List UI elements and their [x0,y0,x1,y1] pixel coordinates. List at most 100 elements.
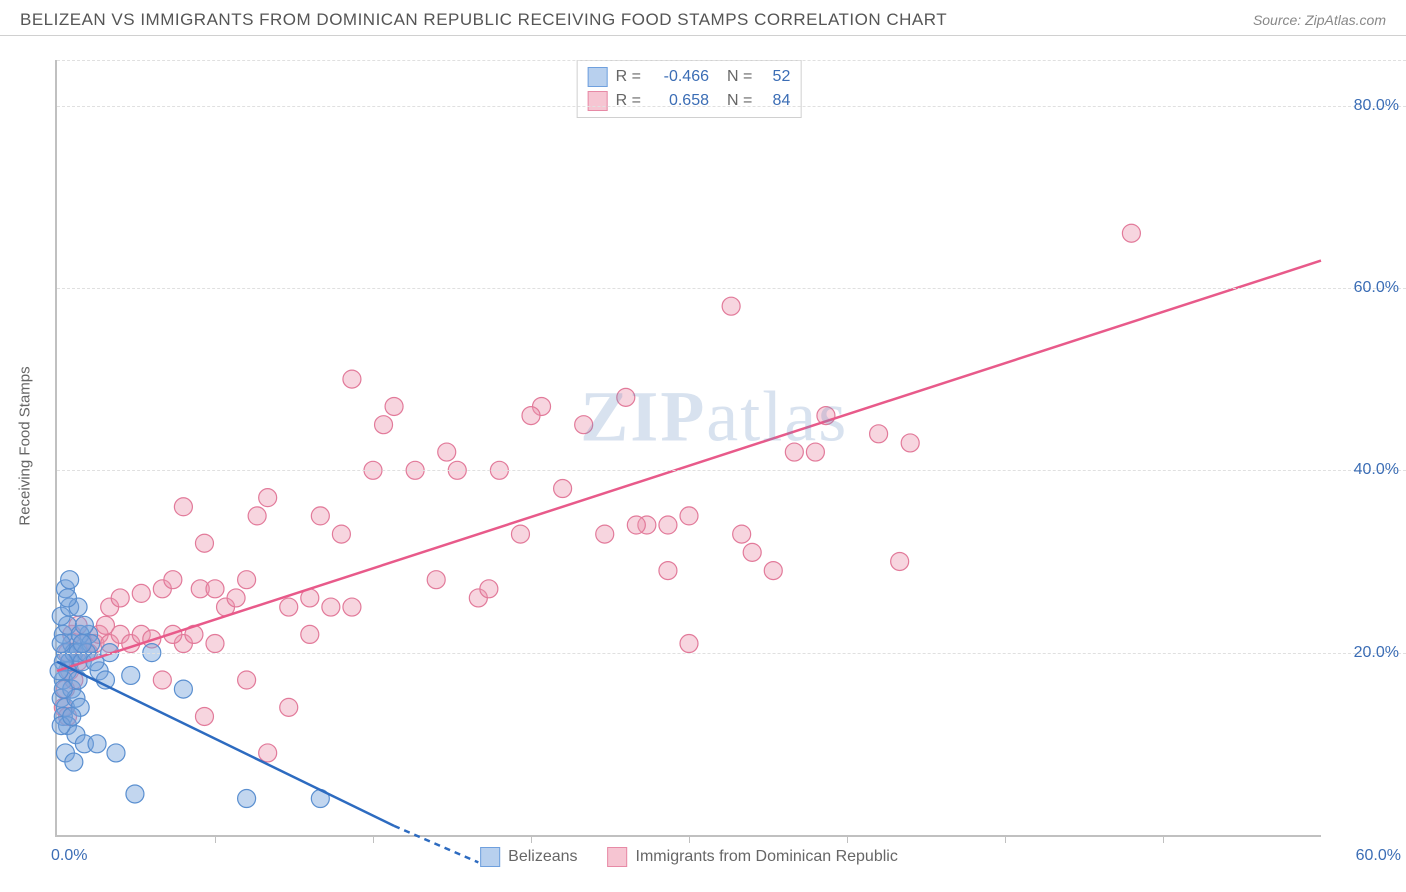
pink-point [764,562,782,580]
pink-point [891,552,909,570]
pink-point [806,443,824,461]
pink-point [596,525,614,543]
trend-line [57,662,394,826]
pink-point [375,416,393,434]
pink-point [332,525,350,543]
x-tick-label: 0.0% [51,847,87,865]
blue-point [126,785,144,803]
legend-item: Belizeans [480,847,577,867]
pink-point [511,525,529,543]
blue-point [65,753,83,771]
pink-point [248,507,266,525]
blue-point [52,635,70,653]
blue-point [174,680,192,698]
pink-point [195,707,213,725]
pink-point [238,671,256,689]
grid-line [57,106,1406,107]
x-tick [373,835,374,843]
x-tick [531,835,532,843]
trend-line [57,261,1321,671]
y-tick-label: 40.0% [1354,461,1399,479]
pink-point [743,543,761,561]
legend-n-value: 52 [760,68,790,86]
legend-n-label: N = [727,92,752,110]
chart-source: Source: ZipAtlas.com [1253,12,1386,28]
legend-row: R = -0.466 N = 52 [588,65,791,89]
pink-point [238,571,256,589]
pink-point [554,480,572,498]
pink-point [627,516,645,534]
legend-r-label: R = [616,92,641,110]
pink-point [280,598,298,616]
pink-point [1122,224,1140,242]
blue-point [54,680,72,698]
pink-point [206,580,224,598]
pink-point [427,571,445,589]
x-tick [847,835,848,843]
pink-point [111,589,129,607]
legend-label: Belizeans [508,848,577,866]
x-tick [215,835,216,843]
legend-r-value: -0.466 [649,68,709,86]
pink-point [164,571,182,589]
legend-swatch [588,67,608,87]
x-tick [689,835,690,843]
pink-point [132,584,150,602]
legend-n-label: N = [727,68,752,86]
pink-point [680,507,698,525]
pink-point [733,525,751,543]
pink-point [343,370,361,388]
pink-point [522,407,540,425]
y-tick-label: 20.0% [1354,644,1399,662]
blue-point [88,735,106,753]
grid-line [57,470,1406,471]
pink-point [785,443,803,461]
pink-point [659,562,677,580]
blue-point [73,635,91,653]
blue-point [61,571,79,589]
pink-point [901,434,919,452]
pink-point [174,498,192,516]
legend-label: Immigrants from Dominican Republic [636,848,898,866]
chart-title: BELIZEAN VS IMMIGRANTS FROM DOMINICAN RE… [20,10,947,30]
legend-r-value: 0.658 [649,92,709,110]
grid-line [57,60,1406,61]
x-tick [1163,835,1164,843]
trend-line [394,826,478,862]
pink-point [322,598,340,616]
legend-item: Immigrants from Dominican Republic [608,847,898,867]
pink-point [480,580,498,598]
pink-point [438,443,456,461]
blue-point [75,616,93,634]
legend-n-value: 84 [760,92,790,110]
pink-point [206,635,224,653]
pink-point [227,589,245,607]
legend-r-label: R = [616,68,641,86]
chart-svg [57,60,1321,835]
blue-point [238,790,256,808]
grid-line [57,653,1406,654]
blue-point [107,744,125,762]
pink-point [195,534,213,552]
legend-swatch [608,847,628,867]
y-axis-title: Receiving Food Stamps [17,366,34,525]
blue-point [122,666,140,684]
pink-point [870,425,888,443]
blue-point [63,707,81,725]
legend-swatch [588,91,608,111]
x-tick [1005,835,1006,843]
pink-point [385,397,403,415]
pink-point [311,507,329,525]
pink-point [575,416,593,434]
pink-point [301,625,319,643]
legend-row: R = 0.658 N = 84 [588,89,791,113]
pink-point [617,388,635,406]
correlation-legend: R = -0.466 N = 52 R = 0.658 N = 84 [577,60,802,118]
pink-point [722,297,740,315]
chart-plot-area: ZIPatlas R =-0.466N =52R =0.658N =84 Bel… [55,60,1321,837]
pink-point [343,598,361,616]
pink-point [259,744,277,762]
y-tick-label: 80.0% [1354,97,1399,115]
blue-point [59,589,77,607]
x-tick-label: 60.0% [1356,847,1401,865]
